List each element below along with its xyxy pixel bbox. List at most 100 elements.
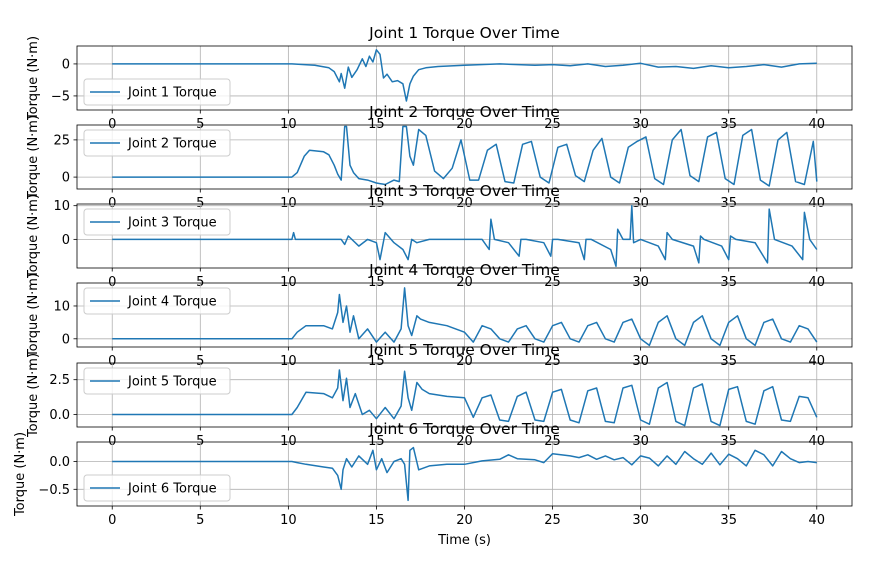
x-tick-label: 20 xyxy=(456,513,473,528)
joint-4-legend: Joint 4 Torque xyxy=(83,287,231,315)
joint-1-title: Joint 1 Torque Over Time xyxy=(368,24,560,42)
x-tick-label: 0 xyxy=(108,117,116,132)
joint-2-title: Joint 2 Torque Over Time xyxy=(368,103,560,121)
x-tick-label: 15 xyxy=(368,513,385,528)
x-tick-label: 15 xyxy=(368,117,385,132)
y-tick-label: 25 xyxy=(53,133,70,148)
x-tick-label: 30 xyxy=(632,275,649,290)
x-tick-label: 25 xyxy=(544,196,561,211)
x-tick-label: 5 xyxy=(196,354,204,369)
x-tick-label: 40 xyxy=(808,196,825,211)
legend-label: Joint 2 Torque xyxy=(127,137,217,152)
x-tick-label: 35 xyxy=(720,434,737,449)
joint-4-subplot: 0 10 0 5 10 15 20 25 30 35 40 Joint 4 Torque Over T… xyxy=(26,261,853,369)
y-axis-label: Torque (N·m) xyxy=(26,353,41,438)
legend-label: Joint 1 Torque xyxy=(127,86,217,101)
y-tick-label: 0 xyxy=(62,57,70,72)
joint-6-subplot: −0.5 0.0 0 5 10 15 20 25 30 35 40 Joint 6 Torque Ov… xyxy=(13,420,853,548)
x-tick-label: 35 xyxy=(720,354,737,369)
legend-box xyxy=(83,474,231,502)
joint-1-subplot: −5 0 0 5 10 15 20 25 30 35 40 Joint 1 Torque Over T… xyxy=(26,24,853,132)
joint-3-subplot: 0 10 0 5 10 15 20 25 30 35 40 Joint 3 Torque Over T… xyxy=(26,182,853,290)
x-tick-label: 20 xyxy=(456,275,473,290)
x-tick-label: 20 xyxy=(456,434,473,449)
x-tick-label: 0 xyxy=(108,196,116,211)
joint-5-torque-line xyxy=(112,369,818,427)
x-tick-label: 30 xyxy=(632,434,649,449)
joint-2-torque-line xyxy=(112,125,818,187)
joint-4-title: Joint 4 Torque Over Time xyxy=(368,261,560,279)
x-tick-label: 15 xyxy=(368,196,385,211)
y-tick-label: 0 xyxy=(62,171,70,186)
legend-box xyxy=(83,208,231,236)
joint-2-legend: Joint 2 Torque xyxy=(83,129,231,157)
x-tick-label: 20 xyxy=(456,196,473,211)
joint-3-title: Joint 3 Torque Over Time xyxy=(368,182,560,200)
joint-1-torque-line xyxy=(112,49,817,102)
x-tick-label: 40 xyxy=(808,513,825,528)
y-axis-label: Torque (N·m) xyxy=(26,36,41,121)
joint-5-legend: Joint 5 Torque xyxy=(83,367,231,395)
x-tick-label: 0 xyxy=(108,434,116,449)
x-tick-label: 0 xyxy=(108,275,116,290)
joint-3-legend: Joint 3 Torque xyxy=(83,208,231,236)
joint-4-torque-line xyxy=(112,287,818,347)
x-tick-label: 10 xyxy=(280,275,297,290)
joint-6-title: Joint 6 Torque Over Time xyxy=(368,420,560,438)
x-tick-label: 10 xyxy=(280,117,297,132)
x-tick-label: 15 xyxy=(368,354,385,369)
x-tick-label: 35 xyxy=(720,275,737,290)
x-tick-label: 15 xyxy=(368,434,385,449)
y-axis-label: Torque (N·m) xyxy=(13,432,28,517)
y-axis-label: Torque (N·m) xyxy=(26,115,41,200)
x-tick-label: 40 xyxy=(808,354,825,369)
x-tick-label: 5 xyxy=(196,434,204,449)
y-tick-label: 2.5 xyxy=(49,373,70,388)
legend-label: Joint 5 Torque xyxy=(127,375,217,390)
x-tick-label: 0 xyxy=(108,513,116,528)
x-tick-label: 30 xyxy=(632,196,649,211)
x-tick-label: 30 xyxy=(632,354,649,369)
x-tick-label: 40 xyxy=(808,434,825,449)
y-tick-label: 0 xyxy=(62,332,70,347)
x-tick-label: 20 xyxy=(456,354,473,369)
x-axis-label: Time (s) xyxy=(437,533,491,548)
y-tick-label: 0 xyxy=(62,233,70,248)
x-tick-label: 5 xyxy=(196,196,204,211)
y-tick-label: 0.0 xyxy=(49,455,70,470)
x-tick-label: 40 xyxy=(808,117,825,132)
joint-5-subplot: 0.0 2.5 0 5 10 15 20 25 30 35 40 Joint 5 Torque Ove… xyxy=(26,341,853,449)
legend-label: Joint 4 Torque xyxy=(127,295,217,310)
joint-3-torque-line xyxy=(112,204,818,268)
x-tick-label: 35 xyxy=(720,117,737,132)
x-tick-label: 5 xyxy=(196,275,204,290)
x-tick-label: 10 xyxy=(280,513,297,528)
x-tick-label: 30 xyxy=(632,117,649,132)
legend-box xyxy=(83,129,231,157)
legend-box xyxy=(83,78,231,106)
y-tick-label: 0.0 xyxy=(49,408,70,423)
legend-label: Joint 3 Torque xyxy=(127,216,217,231)
x-tick-label: 25 xyxy=(544,513,561,528)
x-tick-label: 35 xyxy=(720,196,737,211)
x-tick-label: 20 xyxy=(456,117,473,132)
joint-5-title: Joint 5 Torque Over Time xyxy=(368,341,560,359)
x-tick-label: 40 xyxy=(808,275,825,290)
y-axis-label: Torque (N·m) xyxy=(26,194,41,279)
joint-1-legend: Joint 1 Torque xyxy=(83,78,231,106)
y-tick-label: 10 xyxy=(53,299,70,314)
joint-2-subplot: 0 25 0 5 10 15 20 25 30 35 40 Joint 2 Torque Over T… xyxy=(26,103,853,211)
joint-6-torque-line xyxy=(112,446,817,502)
x-tick-label: 35 xyxy=(720,513,737,528)
legend-label: Joint 6 Torque xyxy=(127,482,217,497)
x-tick-label: 25 xyxy=(544,117,561,132)
x-tick-label: 5 xyxy=(196,117,204,132)
y-axis-label: Torque (N·m) xyxy=(26,273,41,358)
x-tick-label: 10 xyxy=(280,196,297,211)
legend-box xyxy=(83,287,231,315)
x-tick-label: 10 xyxy=(280,434,297,449)
legend-box xyxy=(83,367,231,395)
x-tick-label: 30 xyxy=(632,513,649,528)
y-tick-label: 10 xyxy=(53,199,70,214)
